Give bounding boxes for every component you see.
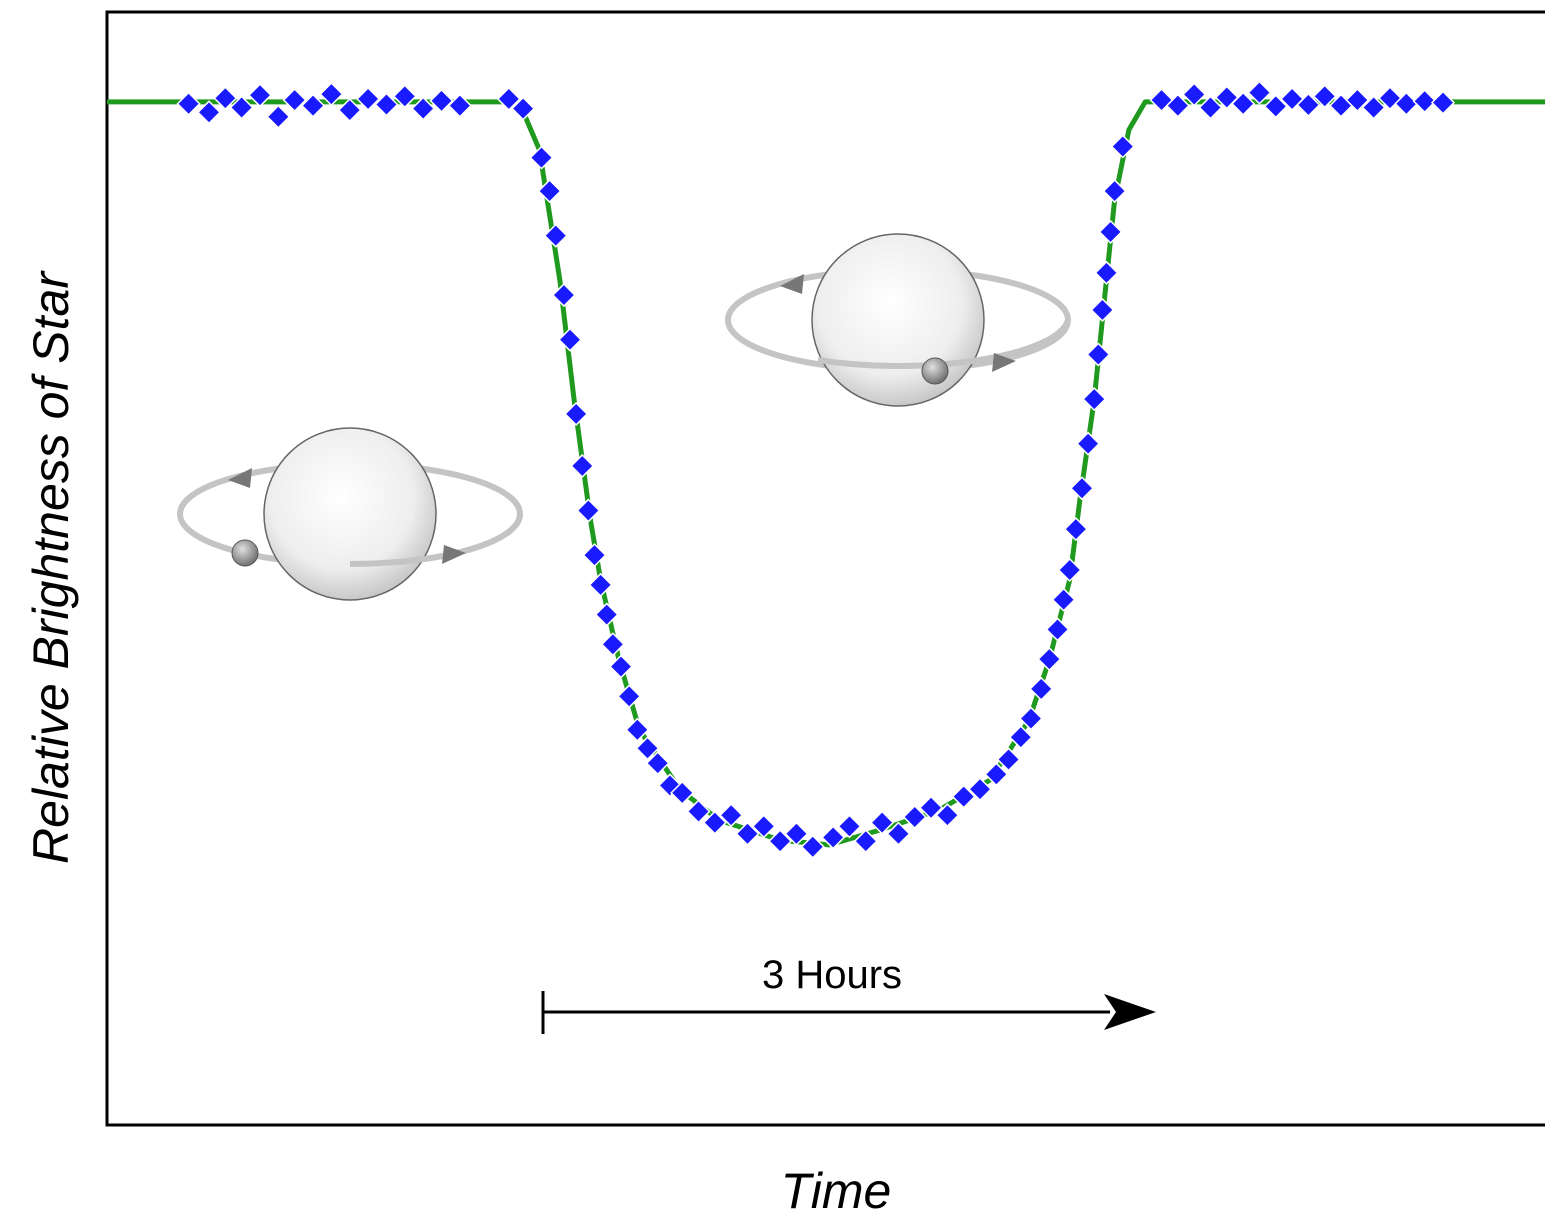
data-point	[1082, 387, 1107, 412]
data-point	[1394, 91, 1419, 116]
data-point	[1312, 84, 1337, 109]
data-point	[1263, 94, 1288, 119]
data-point	[570, 453, 595, 479]
data-point	[337, 98, 362, 123]
data-point	[625, 717, 650, 742]
data-point	[1412, 89, 1437, 114]
data-point	[564, 401, 589, 427]
data-point	[543, 223, 568, 248]
data-point	[702, 810, 727, 835]
data-point	[1051, 587, 1076, 612]
x-axis-title: Time	[781, 1163, 892, 1219]
plot-frame	[105, 10, 1545, 1127]
data-point	[537, 179, 562, 204]
data-point	[645, 751, 670, 776]
data-point	[557, 327, 583, 352]
data-point	[984, 762, 1009, 787]
data-point	[282, 87, 307, 113]
data-point	[886, 821, 911, 846]
data-point	[735, 821, 760, 846]
data-point	[411, 96, 436, 121]
data-point	[594, 602, 619, 627]
data-point	[751, 814, 776, 839]
data-point	[1037, 647, 1062, 672]
data-point	[429, 88, 454, 113]
data-point	[1045, 617, 1070, 642]
data-point	[1345, 87, 1370, 113]
data-point	[635, 736, 660, 761]
illustration-out-of-transit	[177, 427, 523, 601]
data-point	[1430, 90, 1456, 115]
data-point	[1094, 260, 1119, 285]
data-point	[213, 86, 238, 111]
data-point	[853, 829, 878, 854]
data-point	[1165, 93, 1190, 118]
data-point	[1057, 557, 1082, 583]
data-point	[229, 95, 254, 120]
data-point	[392, 84, 417, 109]
data-point	[935, 803, 960, 828]
data-point	[247, 83, 273, 108]
data-point	[1063, 517, 1088, 542]
data-point	[951, 784, 976, 809]
data-point	[1110, 134, 1135, 159]
data-point	[551, 283, 576, 308]
data-point	[617, 684, 642, 709]
data-point	[1247, 80, 1272, 105]
data-point	[529, 145, 554, 170]
data-point	[902, 804, 927, 830]
illustration-in-transit	[725, 233, 1071, 407]
data-point	[1182, 82, 1207, 107]
data-point	[576, 498, 601, 523]
data-point	[719, 803, 744, 828]
data-point	[1231, 91, 1256, 116]
data-point	[821, 825, 846, 850]
data-point	[608, 654, 634, 679]
data-point	[1361, 95, 1386, 120]
data-point	[374, 92, 399, 117]
data-point	[1069, 476, 1095, 501]
data-point	[496, 86, 521, 111]
duration-arrow	[541, 991, 1156, 1034]
data-point	[511, 96, 536, 121]
data-point	[300, 93, 326, 118]
data-point	[837, 814, 862, 839]
data-point	[1008, 725, 1033, 750]
data-point	[1029, 676, 1054, 701]
data-point	[1076, 431, 1101, 456]
data-point	[319, 82, 344, 107]
data-point	[588, 572, 613, 597]
data-point	[266, 104, 291, 129]
data-point	[768, 829, 793, 854]
data-point	[686, 799, 711, 824]
data-point	[582, 543, 607, 568]
data-point	[1098, 219, 1123, 244]
data-point	[1102, 179, 1127, 204]
data-point	[996, 747, 1021, 772]
data-point	[1090, 297, 1115, 322]
data-point	[870, 810, 895, 835]
plot-area	[107, 80, 1545, 859]
data-point	[196, 100, 222, 125]
data-point	[800, 834, 825, 859]
data-point	[176, 91, 201, 116]
data-point	[447, 93, 472, 118]
data-point	[1296, 92, 1321, 117]
data-point	[600, 632, 625, 657]
data-point	[670, 780, 695, 805]
data-point	[356, 86, 381, 111]
data-point	[1198, 95, 1223, 120]
data-point	[1018, 706, 1044, 731]
annotation: 3 Hours	[762, 953, 902, 997]
y-axis-title: Relative Brightness of Star	[23, 270, 79, 864]
data-point	[918, 795, 944, 820]
data-point	[967, 777, 993, 802]
data-point	[784, 821, 809, 846]
data-point	[1086, 342, 1111, 367]
